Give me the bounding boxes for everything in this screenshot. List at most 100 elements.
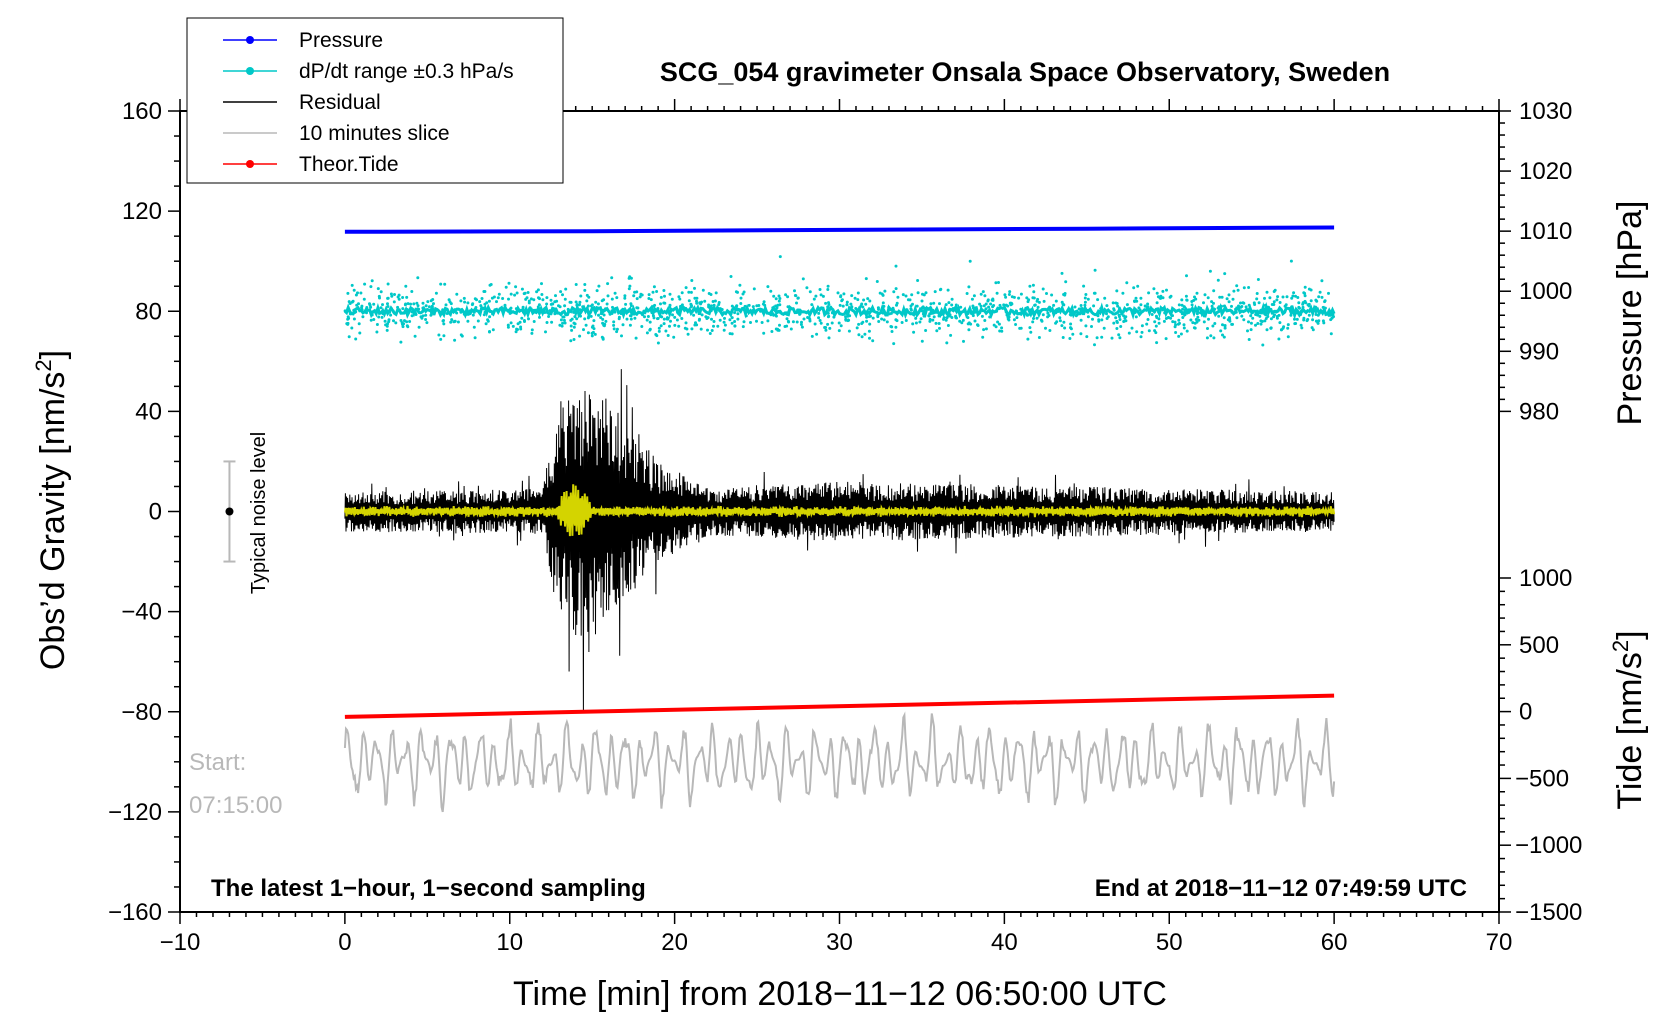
dpdt-point [969,322,973,326]
dpdt-point [950,297,954,301]
dpdt-point [559,318,563,322]
dpdt-point [892,290,896,294]
dpdt-point [487,299,491,303]
dpdt-point [1028,326,1032,330]
y-tick-label: 40 [135,398,162,425]
dpdt-point [1139,296,1143,300]
dpdt-point [1171,320,1175,324]
dpdt-point [1240,314,1244,318]
dpdt-point [632,294,636,298]
dpdt-point [972,294,976,298]
dpdt-point [1155,341,1159,345]
data-layer [343,225,1336,813]
dpdt-point [1150,313,1154,316]
dpdt-point [680,291,684,295]
dpdt-point [1208,269,1212,273]
dpdt-point [861,320,865,324]
dpdt-point [1177,303,1181,307]
dpdt-point [1268,296,1272,300]
dpdt-point [890,325,894,329]
dpdt-point [1247,320,1250,324]
dpdt-point [709,304,712,308]
dpdt-point [1039,318,1043,322]
dpdt-point [655,290,659,293]
dpdt-point [612,327,616,331]
dpdt-point [484,322,488,326]
dpdt-point [741,325,745,329]
dpdt-point [1073,305,1077,309]
dpdt-point [849,302,853,306]
dpdt-point [561,293,564,297]
dpdt-point [380,315,384,319]
dpdt-point [827,336,831,340]
dpdt-point [869,314,872,318]
dpdt-point [347,335,351,339]
dpdt-point [998,303,1002,307]
dpdt-point [1318,290,1322,294]
dpdt-point [596,302,600,306]
dpdt-point [882,318,886,322]
dpdt-point [845,300,849,304]
dpdt-point [991,297,995,301]
dpdt-point [386,282,390,286]
dpdt-point [507,281,511,285]
dpdt-point [1010,302,1014,306]
dpdt-point [752,287,756,291]
dpdt-point [578,303,581,307]
dpdt-point [617,317,621,321]
dpdt-point [802,317,806,321]
dpdt-line [343,301,1336,321]
dpdt-point [346,321,350,325]
legend-marker [246,160,254,168]
dpdt-point [712,324,715,328]
dpdt-point [892,342,896,346]
dpdt-point [488,283,492,287]
dpdt-point [482,313,486,317]
dpdt-point [774,304,778,308]
dpdt-point [934,321,938,325]
dpdt-point [559,290,563,294]
dpdt-point [377,294,381,298]
dpdt-point [747,303,751,307]
dpdt-point [1217,314,1221,318]
dpdt-point [1086,297,1090,301]
dpdt-point [530,331,534,335]
dpdt-point [994,281,998,285]
dpdt-point [871,316,875,320]
dpdt-point [1189,318,1193,322]
dpdt-point [1145,322,1149,326]
dpdt-point [563,321,567,325]
pressure-tick-label: 1020 [1519,158,1572,185]
dpdt-point [1275,315,1279,318]
dpdt-point [569,324,573,328]
dpdt-point [1121,291,1125,295]
dpdt-point [1315,299,1319,303]
dpdt-point [890,330,894,333]
dpdt-point [868,336,871,340]
dpdt-point [981,290,985,294]
dpdt-point [1235,316,1239,320]
dpdt-point [523,291,527,295]
dpdt-point [656,341,660,345]
dpdt-point [712,320,716,323]
dpdt-point [1246,329,1249,333]
dpdt-point [710,317,713,321]
dpdt-point [659,324,663,328]
dpdt-point [662,317,666,321]
dpdt-point [527,299,531,303]
dpdt-point [434,291,438,295]
dpdt-point [648,328,652,332]
dpdt-point [1273,288,1277,292]
dpdt-point [800,320,803,324]
pressure-tick-label: 990 [1519,338,1559,365]
dpdt-point [417,325,421,329]
dpdt-point [1139,303,1143,307]
y-tick-label: −120 [108,799,162,826]
dpdt-point [1191,321,1195,325]
dpdt-point [1012,318,1016,322]
dpdt-point [545,321,549,324]
dpdt-point [442,322,446,326]
dpdt-point [357,322,361,326]
dpdt-point [786,319,790,323]
dpdt-point [1205,336,1209,340]
